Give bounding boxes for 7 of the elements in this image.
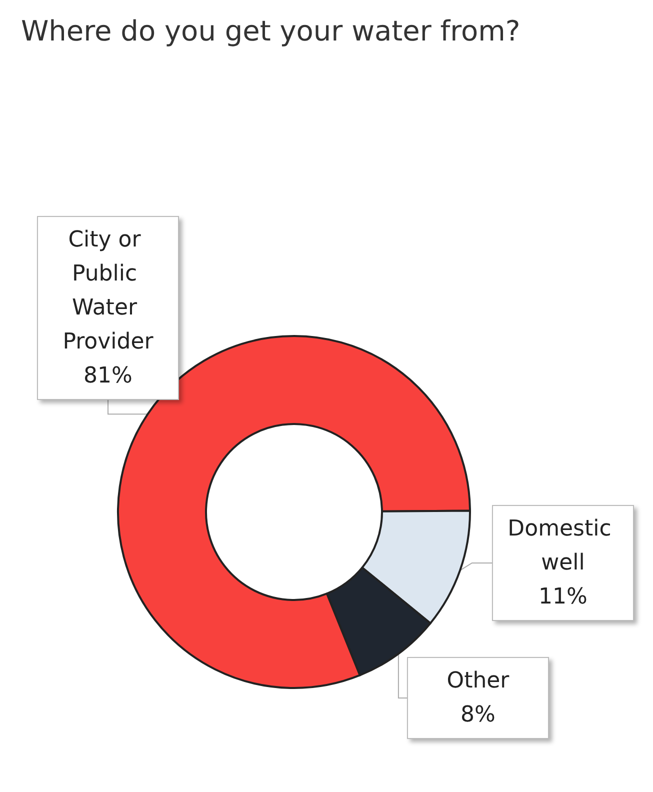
slice-label: City or Public Water Provider: [62, 228, 154, 354]
chart-title: Where do you get your water from?: [21, 14, 520, 48]
data-label: 81%: [84, 364, 132, 388]
data-label: 8%: [460, 702, 496, 728]
data-label: 11%: [538, 584, 588, 610]
slice-label: Other: [446, 668, 510, 694]
slice-label: Domestic well: [508, 516, 618, 576]
